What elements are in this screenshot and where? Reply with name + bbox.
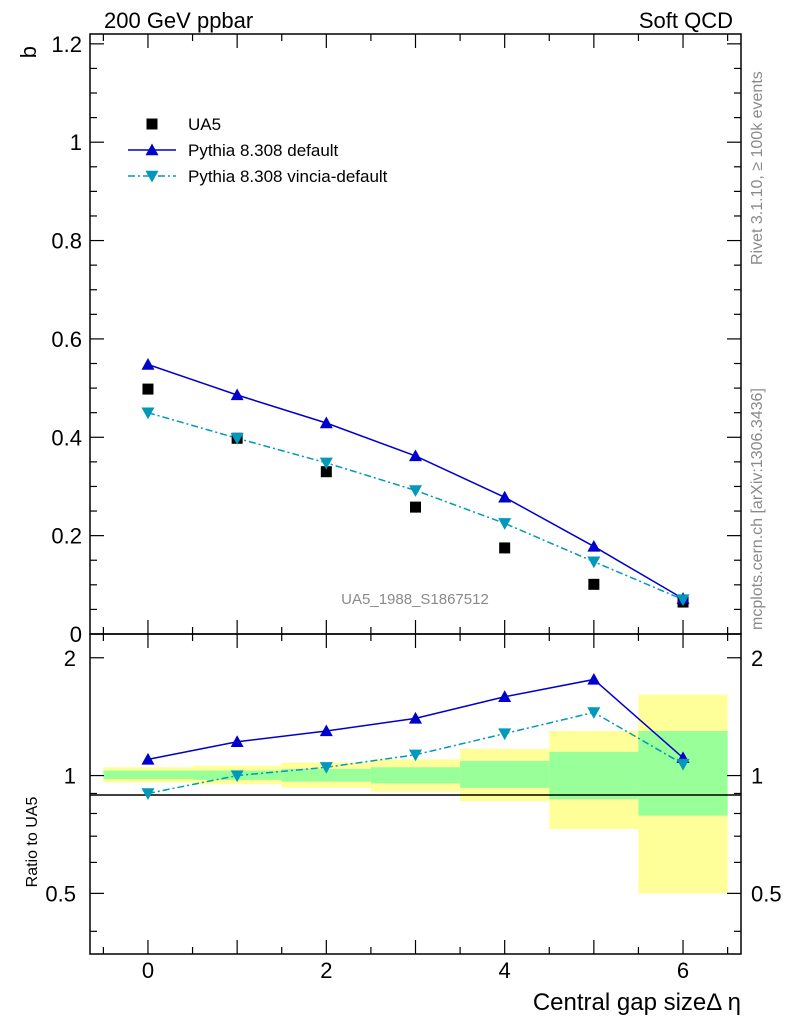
x-tick-label: 4 [499,958,511,983]
analysis-id-label: UA5_1988_S1867512 [341,591,489,608]
data-point [498,490,512,503]
legend-label: Pythia 8.308 default [188,141,339,160]
main-series-group [141,357,690,608]
ratio-y-tick-label: 2 [64,646,76,671]
data-point [141,407,155,420]
x-tick-label: 2 [320,958,332,983]
ratio-y-tick-labels: 0.5 0.5 1 1 2 2 [45,646,781,907]
header-right-label: Soft QCD [639,8,733,33]
ratio-data-point [319,762,333,774]
main-y-tick-label: 0.2 [51,524,82,549]
data-point [499,542,511,554]
ratio-data-point [676,758,690,771]
ratio-plot-panel: 0.5 0.5 1 1 2 2 Ratio to UA5 0 2 4 6 Central gap… [24,633,782,1016]
ratio-data-point [587,672,601,685]
green-band [638,730,728,816]
ratio-data-point [141,788,155,800]
ratio-y-tick-label: 1 [64,764,76,789]
data-point [498,518,512,530]
ratio-data-point [230,735,244,747]
data-point [409,485,422,497]
legend-marker [145,143,159,156]
ratio-series-group [141,672,690,800]
ratio-data-point [409,749,422,762]
data-point [587,539,601,552]
ratio-uncertainty-bands [103,694,728,894]
data-point [230,433,244,445]
series-line [147,363,684,600]
green-band [460,760,550,788]
ratio-plot-frame [89,633,742,955]
data-point [409,449,422,462]
data-point [410,501,421,513]
main-y-axis-label: b [16,46,41,58]
ratio-data-point [587,707,601,719]
legend-marker [145,170,159,183]
data-point [230,388,244,401]
header-left-label: 200 GeV ppbar [104,8,253,33]
green-band [103,770,193,779]
legend-label: Pythia 8.308 vincia-default [188,167,388,186]
ratio-data-point [409,711,422,724]
main-axis-ticks [90,34,741,635]
x-tick-labels: 0 2 4 6 [142,958,689,983]
x-tick-label: 0 [142,958,154,983]
main-y-tick-label: 1.2 [51,32,82,57]
x-tick-label: 6 [677,958,689,983]
ratio-data-point [230,770,244,783]
rivet-version-label: Rivet 3.1.10, ≥ 100k events [749,71,766,265]
ratio-y-tick-label-right: 2 [751,646,763,671]
ratio-data-point [498,690,512,702]
main-y-tick-label: 0.4 [51,425,82,450]
ratio-data-point [498,728,512,741]
ratio-data-point [319,724,333,737]
data-point [676,594,690,607]
ratio-y-axis-label: Ratio to UA5 [24,797,41,888]
main-plot-panel: 0 0.2 0.4 0.6 0.8 1 1.2 b UA5_1988_S1867512 UA… [16,32,742,647]
ratio-y-tick-label-right: 0.5 [751,881,782,906]
green-band [281,768,371,782]
data-point [320,466,332,478]
main-y-tick-label: 1 [70,130,82,155]
ratio-y-tick-label-right: 1 [751,764,763,789]
data-point [142,383,154,395]
data-point [319,457,333,470]
legend: UA5 Pythia 8.308 default Pythia 8.308 vinc… [128,115,388,186]
data-point [587,556,601,569]
main-y-tick-label: 0 [70,622,82,647]
ratio-data-point [141,752,155,765]
main-y-tick-label: 0.8 [51,229,82,254]
ratio-y-tick-label: 0.5 [45,881,76,906]
green-band [549,751,639,800]
main-y-tick-label: 0.6 [51,327,82,352]
x-axis-label: Central gap sizeΔ η [533,989,741,1016]
ratio-axis-ticks [90,634,741,954]
legend-label: UA5 [188,115,221,134]
data-point [588,578,600,590]
data-point [141,357,155,370]
main-y-tick-labels: 0 0.2 0.4 0.6 0.8 1 1.2 [51,32,82,647]
data-point [319,416,333,429]
legend-marker [146,118,158,130]
green-band [370,767,461,784]
mcplots-url-label: mcplots.cern.ch [arXiv:1306.3436] [749,388,766,630]
